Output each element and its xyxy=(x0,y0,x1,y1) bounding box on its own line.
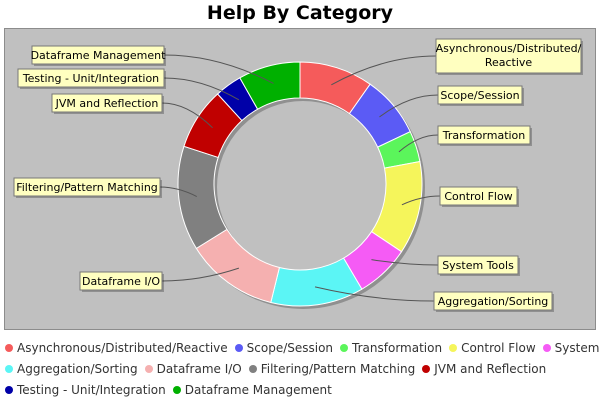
slice-label: JVM and Reflection xyxy=(51,93,164,114)
legend-label: Scope/Session xyxy=(246,341,334,355)
legend-swatch xyxy=(172,386,181,394)
callout-connector xyxy=(331,55,437,86)
callout-connector xyxy=(379,94,439,118)
legend-label: Filtering/Pattern Matching xyxy=(260,362,416,376)
slice-label: Aggregation/Sorting xyxy=(433,291,554,312)
slice-label: Testing - Unit/Integration xyxy=(17,68,166,89)
slice-label-text: Control Flow xyxy=(444,190,512,203)
slice-label: Filtering/Pattern Matching xyxy=(13,177,162,198)
slice-label: System Tools xyxy=(437,255,520,276)
legend-item[interactable]: Dataframe I/O xyxy=(144,359,242,380)
legend-label: System Tools xyxy=(554,341,600,355)
slice-label-text: Asynchronous/Distributed/ xyxy=(436,42,582,55)
callout-connector xyxy=(161,102,213,129)
legend-label: Dataframe I/O xyxy=(156,362,242,376)
legend-label: Asynchronous/Distributed/Reactive xyxy=(17,341,228,355)
slice-label: Control Flow xyxy=(439,186,519,207)
callout-connector xyxy=(161,267,240,282)
legend-item[interactable]: Aggregation/Sorting xyxy=(5,359,138,380)
slice-label-text: Scope/Session xyxy=(440,89,519,102)
legend-swatch xyxy=(5,386,13,394)
chart-legend: Asynchronous/Distributed/Reactive Scope/S… xyxy=(5,338,600,401)
legend-swatch xyxy=(542,344,551,352)
pie-slice[interactable] xyxy=(239,61,301,110)
slice-label: Scope/Session xyxy=(437,85,524,106)
slice-label-text: Transformation xyxy=(442,129,526,142)
legend-swatch xyxy=(144,365,153,373)
legend-swatch xyxy=(234,344,243,352)
legend-label: Testing - Unit/Integration xyxy=(17,383,166,397)
legend-item[interactable]: Transformation xyxy=(340,338,442,359)
legend-item[interactable]: Testing - Unit/Integration xyxy=(5,380,166,401)
slice-label-text: Dataframe I/O xyxy=(82,275,160,288)
slice-label: Dataframe I/O xyxy=(79,271,164,292)
legend-item[interactable]: Asynchronous/Distributed/Reactive xyxy=(5,338,228,359)
legend-item[interactable]: Filtering/Pattern Matching xyxy=(248,359,416,380)
callout-connector xyxy=(159,186,197,197)
chart-title: Help By Category xyxy=(206,2,394,24)
slice-label-text: Testing - Unit/Integration xyxy=(22,72,159,85)
slice-label-text: System Tools xyxy=(442,259,514,272)
legend-swatch xyxy=(340,344,349,352)
callout-connector xyxy=(401,195,441,206)
slice-label: Asynchronous/Distributed/Reactive xyxy=(435,38,583,75)
legend-item[interactable]: JVM and Reflection xyxy=(422,359,546,380)
slice-label-text: Reactive xyxy=(485,56,533,69)
callout-connector xyxy=(398,134,439,153)
slice-label-text: Aggregation/Sorting xyxy=(438,295,549,308)
legend-item[interactable]: System Tools xyxy=(542,338,600,359)
legend-swatch xyxy=(5,344,13,352)
slice-label-text: JVM and Reflection xyxy=(55,97,159,110)
legend-label: Control Flow xyxy=(461,341,536,355)
slice-label-text: Filtering/Pattern Matching xyxy=(16,181,158,194)
legend-item[interactable]: Dataframe Management xyxy=(172,380,332,401)
legend-swatch xyxy=(449,344,458,352)
legend-label: JVM and Reflection xyxy=(434,362,547,376)
legend-label: Aggregation/Sorting xyxy=(17,362,138,376)
slice-label-text: Dataframe Management xyxy=(31,49,167,62)
legend-swatch xyxy=(5,365,13,373)
callout-connector xyxy=(163,54,274,84)
legend-swatch xyxy=(248,365,257,373)
legend-item[interactable]: Scope/Session xyxy=(234,338,334,359)
legend-label: Transformation xyxy=(352,341,443,355)
callout-connector xyxy=(163,77,240,101)
legend-label: Dataframe Management xyxy=(184,383,332,397)
callout-connector xyxy=(371,259,439,266)
legend-swatch xyxy=(422,365,431,373)
legend-item[interactable]: Control Flow xyxy=(449,338,536,359)
slice-label: Dataframe Management xyxy=(31,45,167,66)
callout-connector xyxy=(314,286,435,302)
slice-label: Transformation xyxy=(437,125,532,146)
